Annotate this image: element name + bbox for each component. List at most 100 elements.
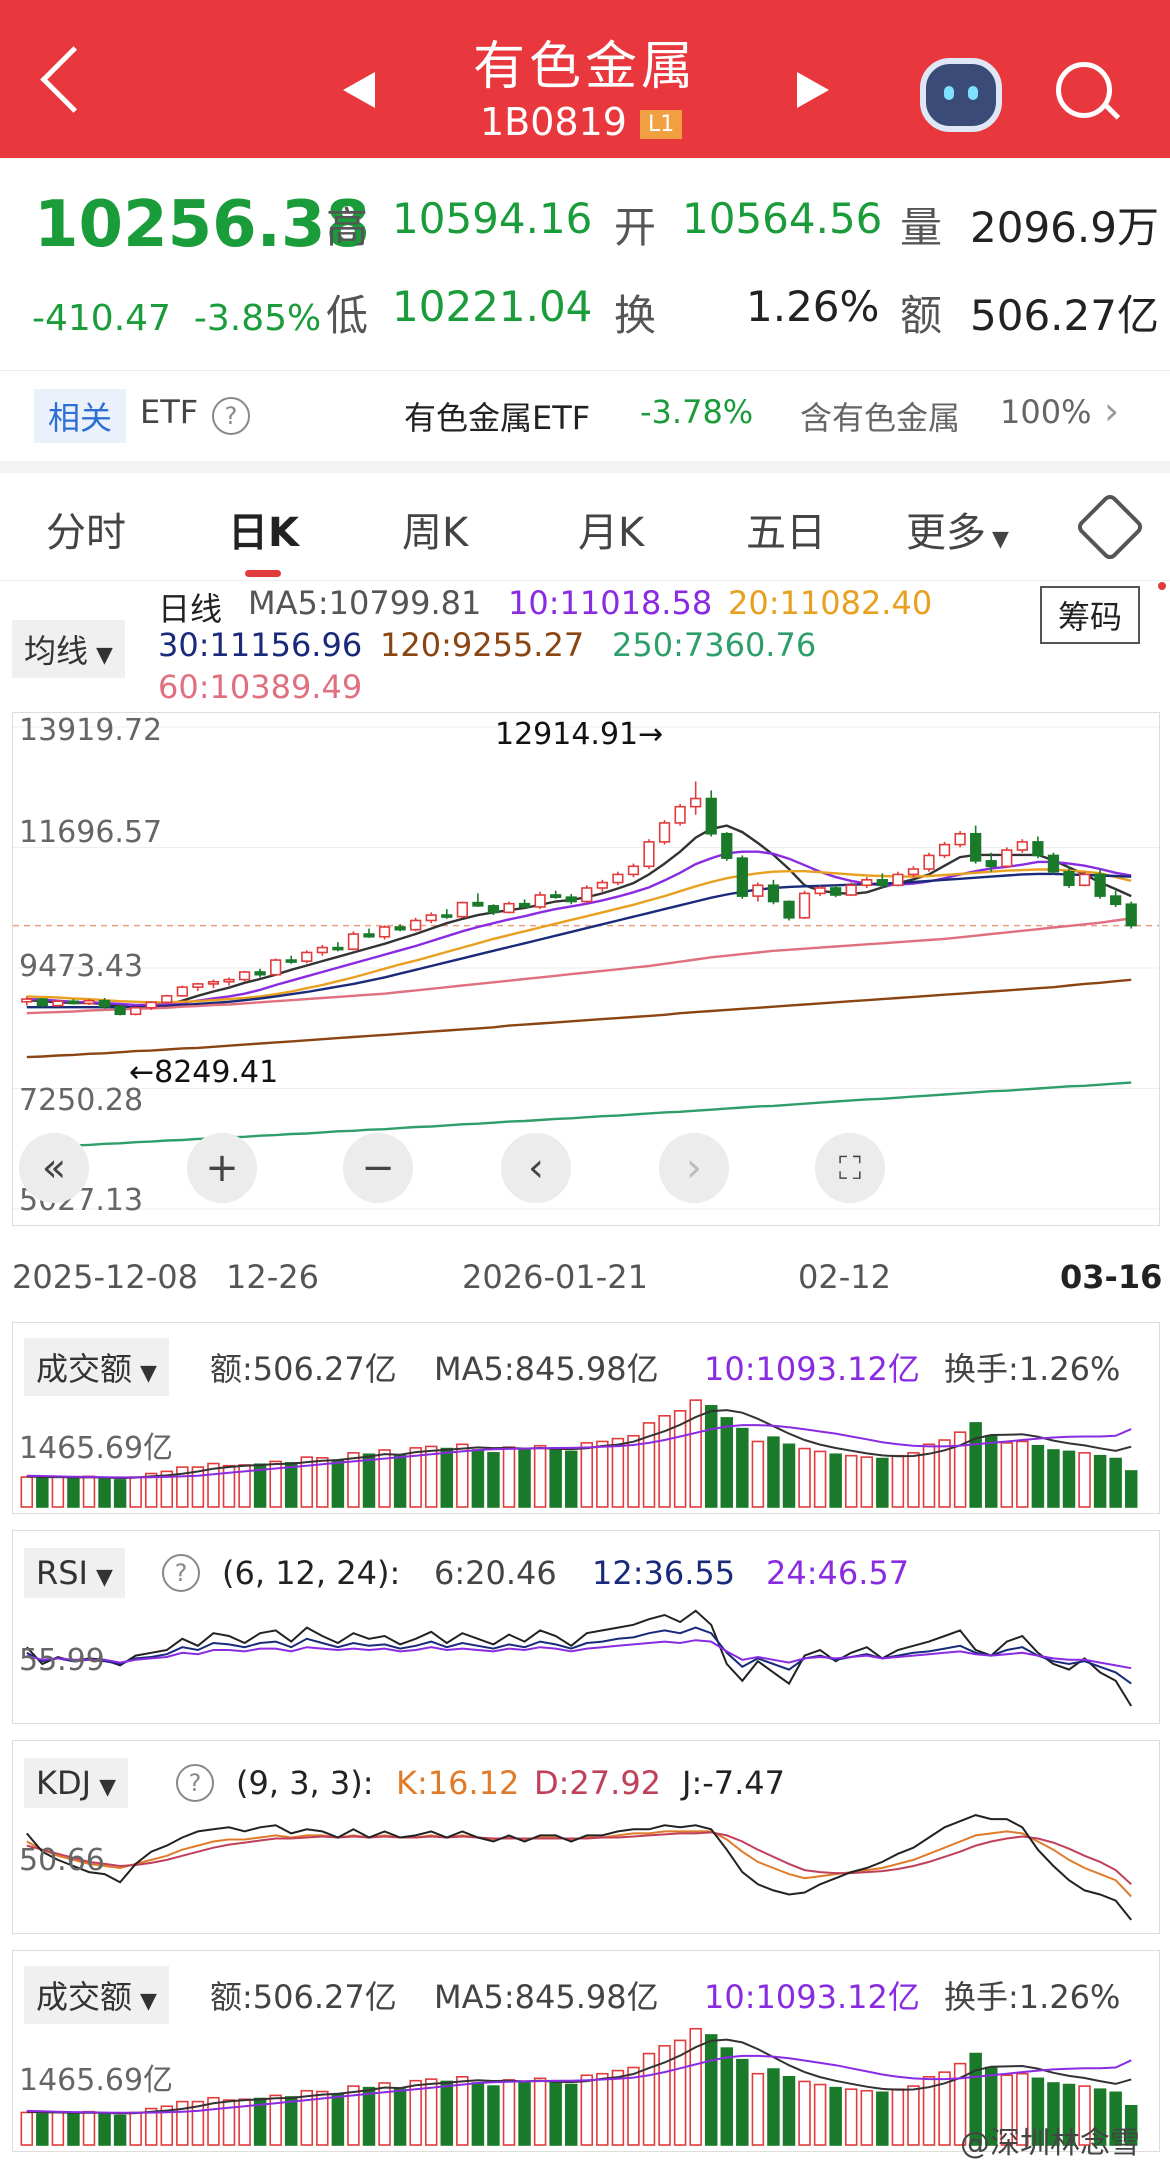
volume-bar [331, 1459, 345, 1508]
y-tick-label: 9473.43 [19, 949, 144, 984]
next-stock-icon[interactable] [797, 72, 829, 108]
volume-bar [673, 2039, 687, 2146]
volume-bar [487, 2085, 500, 2146]
tab-daily-k[interactable]: 日K [228, 510, 299, 556]
volume-bar [82, 2110, 96, 2146]
volume-bar [176, 1466, 189, 1508]
volume-ma10: 10:1093.12亿 [704, 1350, 920, 1388]
volume-bar [331, 2093, 345, 2146]
volume-bar [533, 1444, 547, 1508]
help-icon[interactable]: ? [162, 1554, 200, 1592]
candle [518, 902, 531, 908]
tab-intraday[interactable]: 分时 [46, 510, 126, 556]
candle [1032, 841, 1044, 857]
volume-bar [1093, 1454, 1107, 1508]
tab-monthly-k[interactable]: 月K [578, 510, 645, 556]
related-etf-row[interactable]: 相关 ETF ? 有色金属ETF -3.78% 含有色金属 100% › [0, 370, 1170, 473]
indicator-selector[interactable]: KDJ ▼ [24, 1758, 128, 1808]
volume-bar [456, 1443, 469, 1508]
candle [1078, 873, 1091, 887]
candle [1001, 849, 1013, 868]
volume-ma-line [26, 2038, 1132, 2115]
y-tick-label: 50.66 [19, 1843, 105, 1878]
volume-bar [844, 1454, 858, 1508]
scroll-left-icon[interactable]: ‹ [501, 1133, 571, 1203]
ma20-value: 20:11082.40 [728, 584, 933, 622]
volume-bar [627, 2066, 640, 2146]
indicator-selector[interactable]: 成交额 ▼ [24, 1338, 169, 1396]
volume-bar [144, 2107, 158, 2146]
candle [207, 980, 220, 985]
ma-selector[interactable]: 均线 ▼ [12, 620, 125, 678]
tab-five-day[interactable]: 五日 [746, 510, 826, 556]
rsi-panel[interactable]: 55.99 [12, 1530, 1160, 1724]
volume-bar [207, 1462, 220, 1508]
candle [876, 879, 888, 887]
kdj-panel[interactable]: 50.66 [12, 1740, 1160, 1934]
tab-weekly-k[interactable]: 周K [402, 510, 469, 556]
settings-icon[interactable] [1074, 491, 1146, 563]
volume-bar [767, 1436, 780, 1508]
y-tick-label: 7250.28 [19, 1083, 144, 1118]
x-tick-label: 03-16 [1060, 1258, 1163, 1296]
volume-panel[interactable]: 1465.69亿 [12, 1322, 1160, 1514]
search-icon[interactable] [1056, 62, 1112, 118]
volume-bar [782, 2076, 796, 2146]
volume-bar [1062, 1450, 1076, 1508]
help-icon[interactable]: ? [212, 397, 250, 435]
zoom-out-icon[interactable]: − [343, 1133, 413, 1203]
related-tag: 相关 [34, 389, 127, 443]
etf-name[interactable]: 有色金属ETF [404, 399, 591, 437]
fast-rewind-icon[interactable]: « [19, 1133, 89, 1203]
candle [332, 946, 344, 951]
kdj-params: (9, 3, 3): [236, 1764, 374, 1802]
volume-bar [347, 1452, 360, 1508]
volume-bar [1016, 2072, 1029, 2146]
candle [83, 999, 95, 1005]
volume-bar [36, 1477, 49, 1508]
volume-bar [689, 1399, 702, 1508]
ma-line-ma250 [26, 1081, 1132, 1150]
robot-assistant-icon[interactable] [920, 58, 1002, 132]
volume-bar [922, 1443, 936, 1508]
volume-bar [860, 1456, 874, 1508]
scroll-right-icon[interactable]: › [659, 1133, 729, 1203]
zoom-in-icon[interactable]: + [187, 1133, 257, 1203]
volume-bar [580, 1442, 594, 1508]
y-tick-label: 1465.69亿 [19, 1431, 174, 1466]
volume-bar [1031, 2077, 1045, 2146]
candle [1047, 854, 1060, 873]
ma60-value: 60:10389.49 [158, 668, 363, 706]
chip-distribution-button[interactable]: 筹码 [1040, 586, 1141, 644]
ma-line-ma30 [26, 872, 1132, 1009]
rsi-params: (6, 12, 24): [222, 1554, 401, 1592]
volume-bar [20, 2111, 34, 2146]
volume-bar [378, 1449, 391, 1508]
kline-chart[interactable]: 13919.72 11696.57 9473.43 7250.28 5027.1… [12, 712, 1160, 1226]
candle [425, 914, 437, 922]
volume-panel-2[interactable]: 1465.69亿 [12, 1950, 1160, 2152]
x-tick-label: 02-12 [798, 1258, 891, 1296]
tab-more[interactable]: 更多 ▼ [906, 500, 1009, 558]
fullscreen-icon[interactable]: ⛶ [815, 1133, 885, 1203]
volume-bar [316, 1457, 329, 1508]
volume-bar [720, 1417, 734, 1508]
candle [892, 873, 904, 887]
help-icon[interactable]: ? [176, 1764, 214, 1802]
volume-bar [1016, 1440, 1029, 1508]
volume-bar [1078, 2085, 1091, 2146]
candle [145, 1001, 157, 1009]
prev-stock-icon[interactable] [343, 72, 375, 108]
indicator-selector[interactable]: 成交额 ▼ [24, 1966, 169, 2024]
candle [176, 986, 188, 997]
caret-down-icon: ▼ [140, 1361, 157, 1386]
indicator-selector[interactable]: RSI ▼ [24, 1548, 125, 1598]
volume-bar [1093, 2088, 1107, 2146]
caret-down-icon: ▼ [96, 643, 113, 668]
candle [798, 892, 811, 919]
chevron-right-icon[interactable]: › [1104, 389, 1120, 433]
candle [254, 971, 266, 976]
volume-bar [642, 2052, 656, 2146]
volume-bar [300, 1456, 314, 1508]
volume-bar [876, 1457, 889, 1508]
